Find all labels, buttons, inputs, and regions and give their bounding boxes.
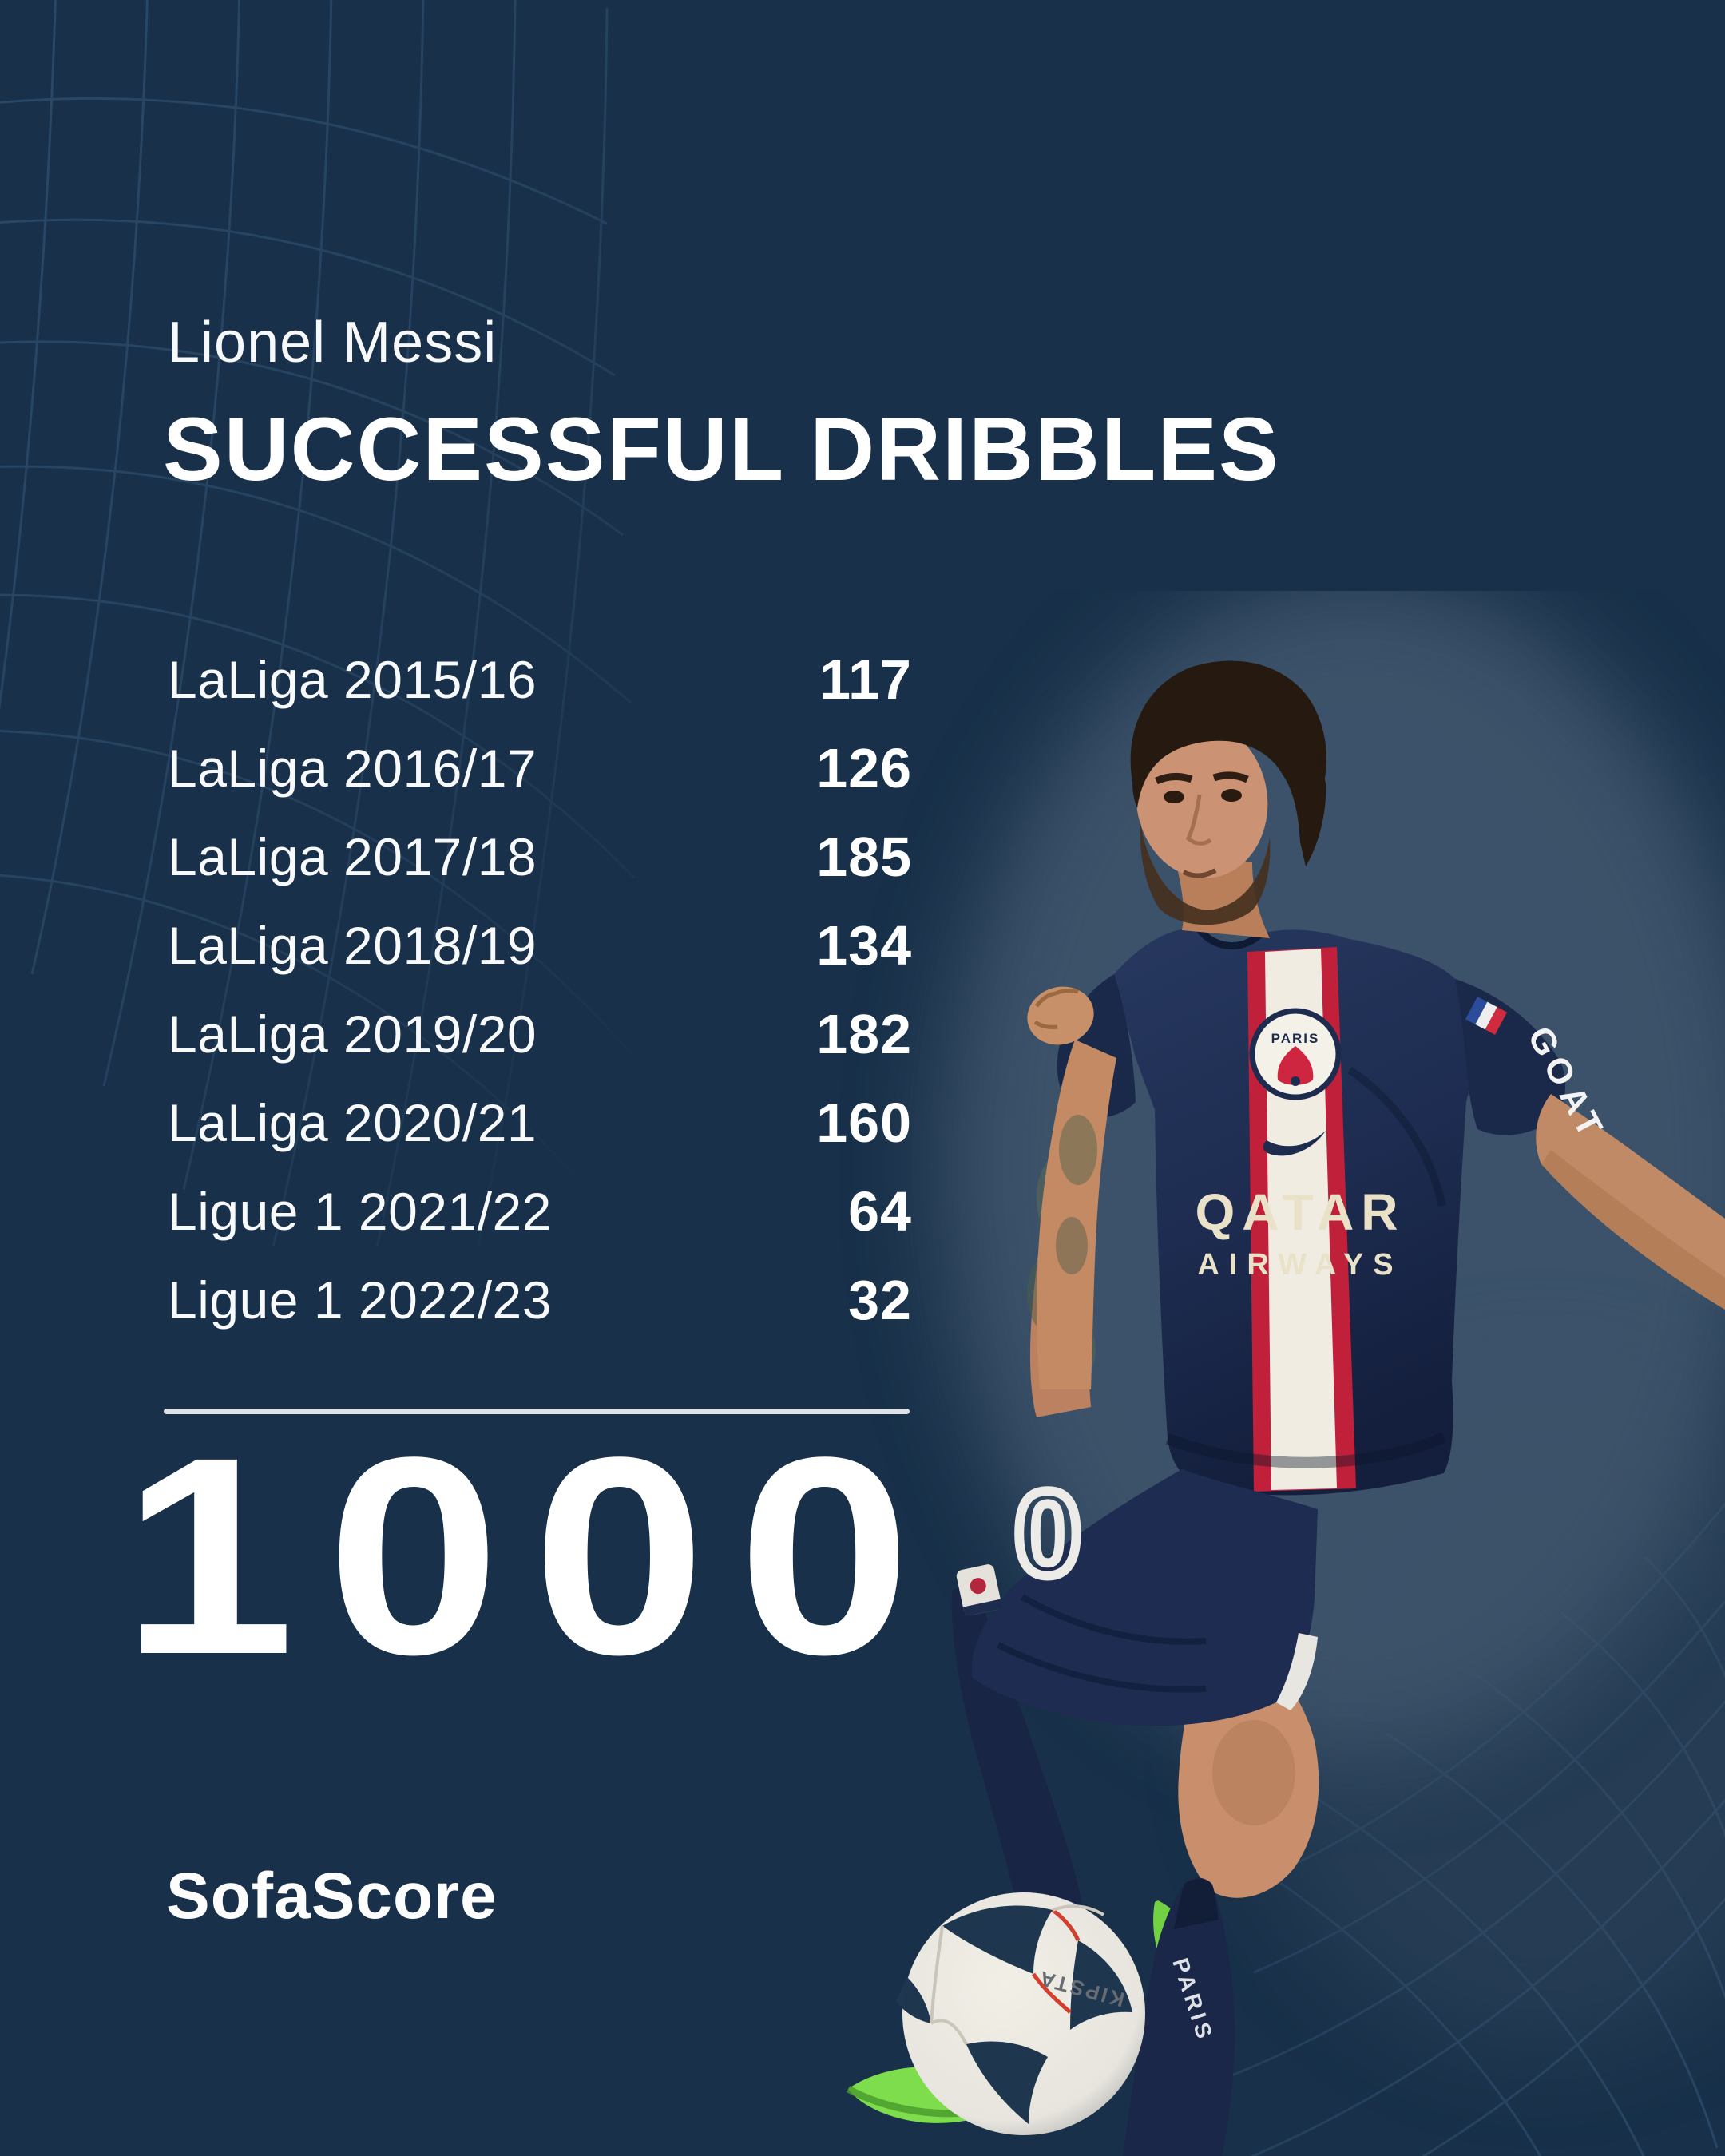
stat-row: LaLiga 2018/19 134 [168, 901, 912, 989]
stat-value: 185 [816, 825, 912, 888]
player-photo-messi: PARIS PARIS QATAR AIRWAYS GOAT [846, 591, 1725, 2156]
football-icon: KIPSTA [896, 1892, 1145, 2135]
shorts-number: 0 [1014, 1466, 1081, 1600]
jersey-sponsor-line2: AIRWAYS [1197, 1248, 1402, 1282]
stat-value: 64 [848, 1179, 912, 1242]
stat-value: 117 [819, 648, 912, 711]
stat-label: Ligue 1 2022/23 [168, 1270, 552, 1330]
jersey-collar [1196, 927, 1263, 949]
stat-value: 134 [816, 914, 912, 977]
league-patch [956, 1564, 1003, 1617]
stat-row: LaLiga 2020/21 160 [168, 1078, 912, 1167]
psg-crest-icon: PARIS [1249, 1008, 1342, 1100]
stat-label: LaLiga 2016/17 [168, 738, 537, 798]
hair [1130, 660, 1326, 842]
stat-label: LaLiga 2019/20 [168, 1004, 537, 1064]
stat-row: Ligue 1 2022/23 32 [168, 1255, 912, 1344]
stat-label: LaLiga 2018/19 [168, 915, 537, 975]
total-dribbles: 1000 [121, 1398, 944, 1713]
jersey-sponsor-line1: QATAR [1195, 1183, 1405, 1241]
player-shorts: 0 [956, 1461, 1318, 1726]
stat-label: LaLiga 2015/16 [168, 649, 537, 709]
player-name: Lionel Messi [168, 311, 498, 375]
sofascore-wordmark: SofaScore [166, 1860, 498, 1932]
stat-label: LaLiga 2017/18 [168, 826, 537, 886]
player-head [1130, 660, 1326, 938]
stat-value: 160 [816, 1091, 912, 1154]
player-left-arm [1027, 974, 1136, 1417]
french-flag-patch [1465, 997, 1508, 1035]
stat-row: LaLiga 2016/17 126 [168, 723, 912, 812]
stat-label: Ligue 1 2021/22 [168, 1181, 552, 1241]
stat-value: 182 [816, 1002, 912, 1065]
svg-text:PARIS: PARIS [1271, 1031, 1320, 1046]
stat-row: LaLiga 2017/18 185 [168, 812, 912, 901]
divider-line [164, 1409, 910, 1414]
stat-value: 32 [848, 1268, 912, 1331]
stat-row: LaLiga 2015/16 117 [168, 635, 912, 723]
player-jersey: PARIS QATAR AIRWAYS [1114, 927, 1477, 1496]
nike-swoosh-icon [1263, 1131, 1326, 1156]
stat-row: LaLiga 2019/20 182 [168, 989, 912, 1078]
stats-list: LaLiga 2015/16 117 LaLiga 2016/17 126 La… [168, 635, 912, 1344]
stat-label: LaLiga 2020/21 [168, 1092, 537, 1152]
beard [1140, 822, 1271, 925]
page-title: SUCCESSFUL DRIBBLES [163, 399, 1280, 499]
stat-row: Ligue 1 2021/22 64 [168, 1167, 912, 1255]
fist [1027, 986, 1094, 1045]
stat-value: 126 [816, 736, 912, 799]
